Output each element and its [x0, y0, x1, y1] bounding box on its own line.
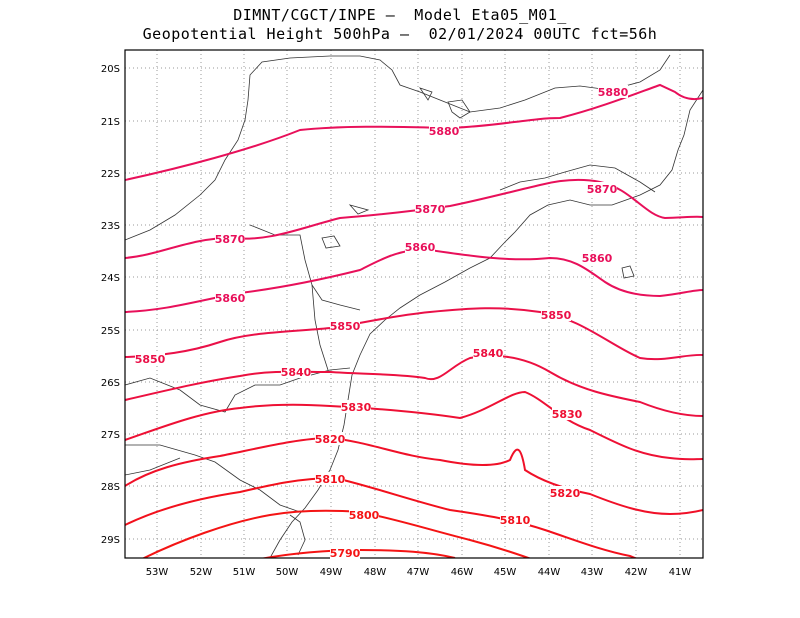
y-tick-label: 20S [101, 64, 120, 75]
contour-label-bg [552, 407, 582, 420]
contour-5880-line [125, 83, 703, 181]
contour-label: 5810 [315, 473, 346, 486]
x-tick-label: 47W [407, 567, 430, 578]
contour-5830-line [125, 390, 703, 461]
x-tick-label: 46W [451, 567, 474, 578]
contour-lines [125, 83, 703, 558]
border-rs-west [125, 457, 181, 476]
contour-label-bg [500, 513, 530, 526]
map-frame [124, 49, 704, 559]
title-line-2: Geopotential Height 500hPa — 02/01/2024 … [142, 25, 658, 43]
contour-label: 5790 [330, 547, 361, 560]
y-tick-label: 26S [101, 378, 120, 389]
contour-label: 5850 [330, 320, 361, 333]
grid-lines [125, 50, 703, 558]
contour-label: 5830 [552, 408, 583, 421]
contour-5840-line [125, 354, 703, 417]
contour-label-bg [315, 432, 345, 445]
x-axis-ticks: 53W 52W 51W 50W 49W 48W 47W 46W 45W 44W 43W 42W 41W [146, 567, 692, 578]
border-mg-rj [499, 164, 656, 193]
x-tick-label: 49W [320, 567, 343, 578]
contour-label-bg [429, 124, 459, 137]
title-line-1: DIMNT/CGCT/INPE — Model Eta05_M01_ [233, 6, 567, 24]
y-tick-label: 24S [101, 273, 120, 284]
islands [321, 87, 635, 279]
contour-label-bg [281, 365, 311, 378]
contour-label: 5850 [135, 353, 166, 366]
contour-label-bg [330, 319, 360, 332]
border-sc-rs [125, 444, 301, 513]
y-tick-label: 22S [101, 169, 120, 180]
contour-label-bg [405, 240, 435, 253]
y-tick-label: 28S [101, 482, 120, 493]
contour-label: 5870 [415, 203, 446, 216]
contour-5860-line [125, 248, 703, 313]
lagoon [289, 514, 306, 556]
contour-label: 5850 [541, 309, 572, 322]
contour-5810-line [125, 476, 638, 558]
border-inner-1 [311, 284, 329, 371]
contour-label-bg [135, 352, 165, 365]
contour-label: 5860 [215, 292, 246, 305]
x-tick-label: 52W [190, 567, 213, 578]
contour-label: 5860 [582, 252, 613, 265]
x-tick-label: 50W [276, 567, 299, 578]
contour-5850-line [125, 307, 703, 361]
contour-label-bg [598, 85, 628, 98]
y-tick-label: 25S [101, 326, 120, 337]
contour-label: 5840 [473, 347, 504, 360]
contour-labels: 5880 5880 5870 5870 5870 5860 5860 5860 5850 5850… [135, 85, 629, 560]
coastline [269, 89, 703, 558]
y-tick-label: 27S [101, 430, 120, 441]
contour-label-bg [349, 508, 379, 521]
contour-label-bg [341, 400, 371, 413]
contour-label-bg [550, 486, 580, 499]
contour-label-bg [330, 546, 360, 559]
contour-label: 5880 [598, 86, 629, 99]
contour-5820-line [125, 436, 703, 516]
contour-label: 5800 [349, 509, 380, 522]
contour-label-bg [315, 472, 345, 485]
y-tick-label: 23S [101, 221, 120, 232]
x-tick-label: 42W [625, 567, 648, 578]
contour-label: 5820 [550, 487, 581, 500]
x-tick-label: 51W [233, 567, 256, 578]
state-borders-and-coastline [125, 54, 703, 558]
contour-label-bg [215, 291, 245, 304]
x-tick-label: 53W [146, 567, 169, 578]
x-tick-label: 48W [364, 567, 387, 578]
contour-label: 5830 [341, 401, 372, 414]
x-tick-label: 44W [538, 567, 561, 578]
y-tick-label: 21S [101, 117, 120, 128]
y-tick-label: 29S [101, 535, 120, 546]
contour-label: 5860 [405, 241, 436, 254]
contour-label: 5870 [215, 233, 246, 246]
contour-label-bg [215, 232, 245, 245]
contour-label: 5880 [429, 125, 460, 138]
x-tick-label: 43W [581, 567, 604, 578]
contour-label-bg [473, 346, 503, 359]
contour-label: 5810 [500, 514, 531, 527]
contour-label-bg [587, 182, 617, 195]
contour-label-bg [582, 251, 612, 264]
contour-label: 5840 [281, 366, 312, 379]
x-tick-label: 45W [494, 567, 517, 578]
contour-label: 5820 [315, 433, 346, 446]
y-axis-ticks: 20S 21S 22S 23S 24S 25S 26S 27S 28S 29S [101, 64, 120, 546]
x-tick-label: 41W [669, 567, 692, 578]
contour-label-bg [415, 202, 445, 215]
contour-label-bg [541, 308, 571, 321]
border-mg-sp [125, 54, 671, 241]
contour-label: 5870 [587, 183, 618, 196]
